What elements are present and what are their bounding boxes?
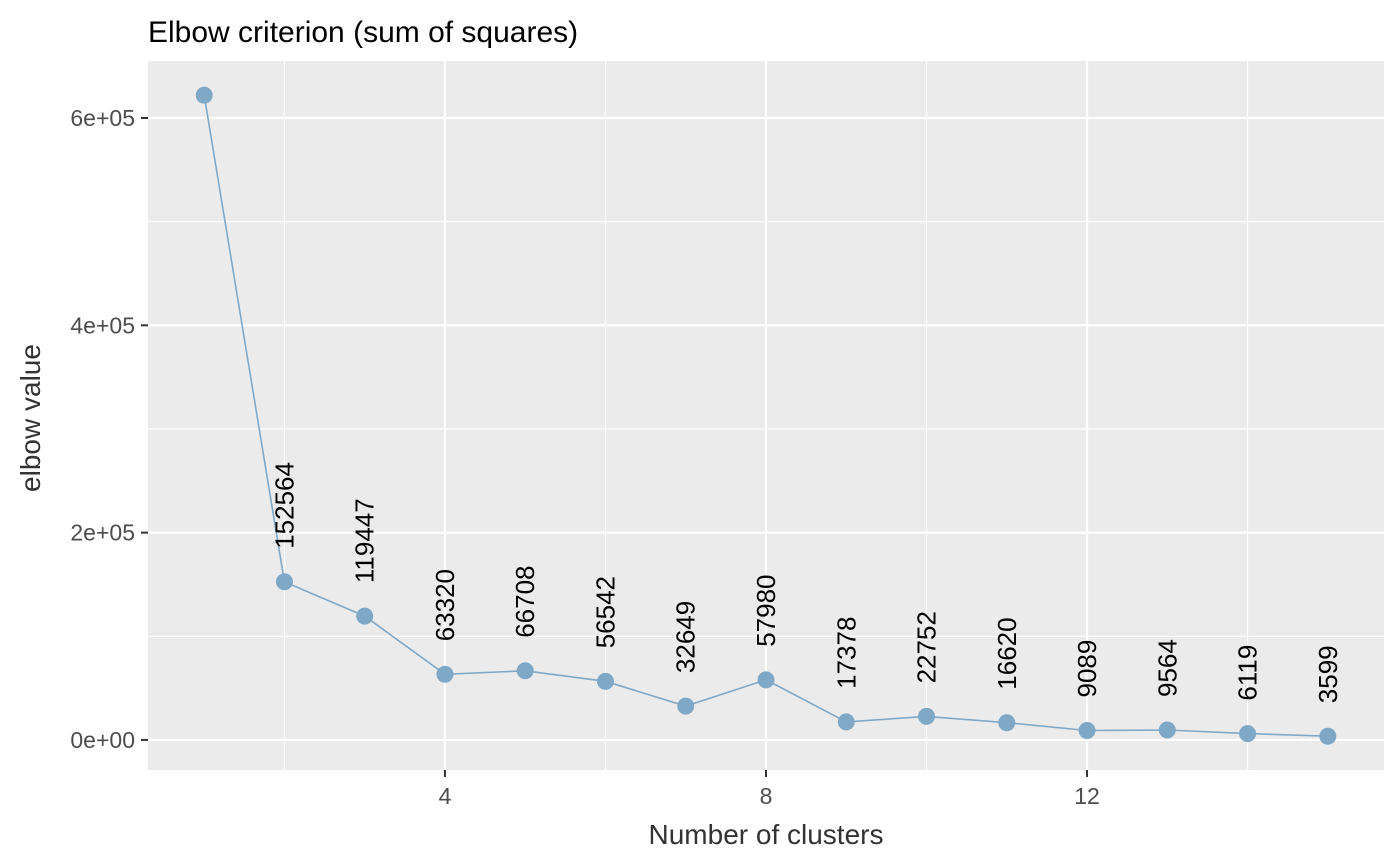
x-tick-label: 4 [439, 783, 452, 809]
data-point [1078, 722, 1096, 740]
data-point [596, 672, 614, 690]
chart-title: Elbow criterion (sum of squares) [148, 16, 578, 49]
data-point [436, 665, 454, 683]
y-tick-label: 2e+05 [70, 520, 135, 546]
data-label: 56542 [591, 576, 621, 648]
data-point [516, 662, 534, 680]
data-point [1319, 727, 1337, 745]
data-point [757, 671, 775, 689]
data-point [918, 707, 936, 725]
data-point [275, 573, 293, 591]
data-point [837, 713, 855, 731]
data-label: 9564 [1152, 639, 1182, 697]
x-tick-label: 12 [1074, 783, 1100, 809]
y-tick-label: 4e+05 [70, 312, 135, 338]
data-point [998, 714, 1016, 732]
data-point [677, 697, 695, 715]
data-point [1158, 721, 1176, 739]
data-label: 63320 [430, 569, 460, 641]
data-label: 3599 [1313, 645, 1343, 703]
data-label: 66708 [510, 565, 540, 637]
data-point [195, 86, 213, 104]
data-label: 22752 [912, 611, 942, 683]
data-label: 57980 [751, 574, 781, 646]
data-label: 119447 [350, 498, 380, 583]
data-label: 152564 [269, 462, 299, 549]
y-tick-label: 6e+05 [70, 105, 135, 131]
x-axis-title: Number of clusters [649, 819, 884, 850]
x-tick-label: 8 [760, 783, 773, 809]
data-label: 32649 [671, 601, 701, 673]
data-label: 16620 [992, 617, 1022, 689]
data-label: 9089 [1072, 640, 1102, 698]
y-tick-label: 0e+00 [70, 727, 135, 753]
data-point [1239, 725, 1257, 743]
data-label: 622000 [189, 0, 219, 62]
y-axis-title: elbow value [15, 344, 46, 492]
data-label: 17378 [831, 617, 861, 689]
data-label: 6119 [1233, 645, 1263, 701]
data-point [356, 607, 374, 625]
